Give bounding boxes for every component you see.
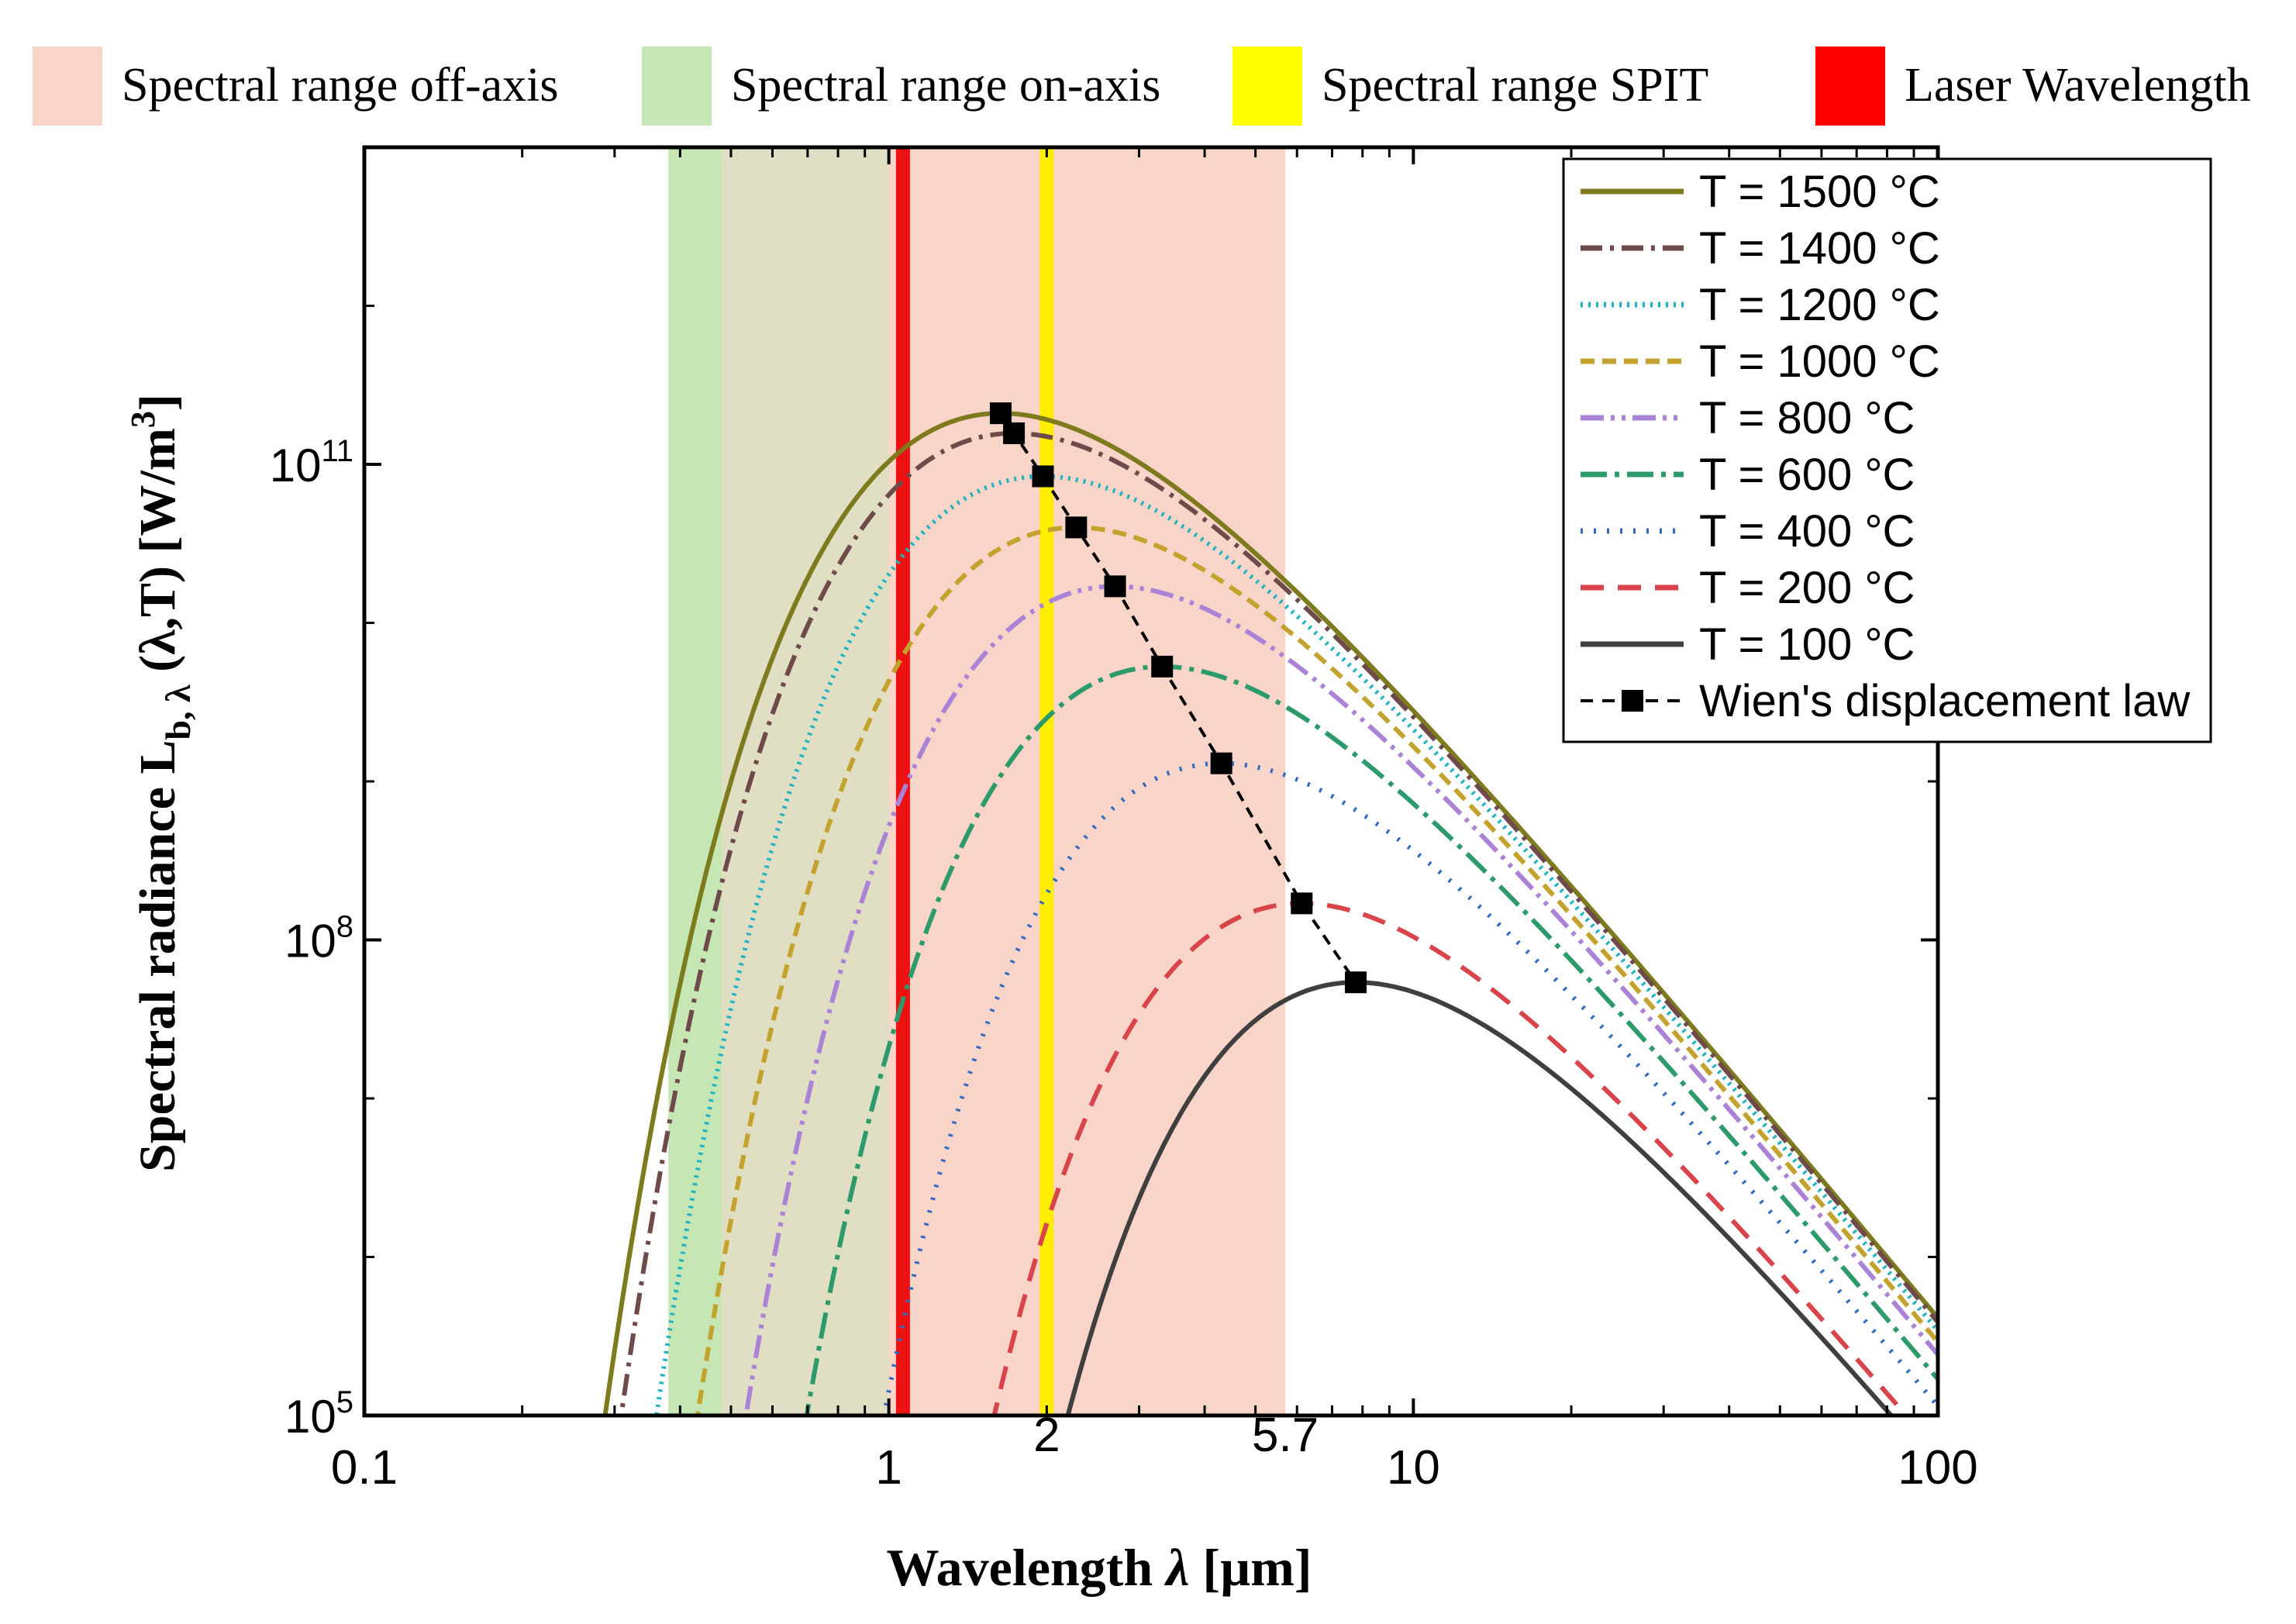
wien-marker-t-800-c <box>1104 575 1126 598</box>
band-laser-wavelength <box>895 147 910 1415</box>
x-tick-label: 0.1 <box>331 1441 398 1495</box>
top-legend-swatch-spectral-range-spit <box>1232 47 1302 126</box>
wien-marker-t-1200-c <box>1032 465 1054 488</box>
curve-t-100-c <box>1065 980 1894 1415</box>
y-axis-label: Spectral radiance Lb, λ (λ,T) [W/m3] <box>124 394 198 1172</box>
top-legend-swatch-laser-wavelength <box>1815 47 1885 126</box>
band-spectral-range-on-axis <box>668 147 722 1415</box>
top-legend-swatch-spectral-range-off-axis <box>33 47 102 126</box>
band-spectral-range-spit <box>1039 147 1054 1415</box>
x-tick-label: 1 <box>875 1441 902 1495</box>
legend-label-t-800-c: T = 800 °C <box>1699 393 1915 443</box>
legend-marker-wien <box>1622 690 1643 712</box>
top-legend-label-spectral-range-off-axis: Spectral range off-axis <box>122 59 559 112</box>
curve-t-1000-c <box>695 525 1938 1415</box>
y-tick-label: 1011 <box>270 434 353 491</box>
radiance-curves <box>602 411 1938 1415</box>
x-extra-label: 5.7 <box>1252 1409 1319 1462</box>
curve-t-1400-c <box>619 430 1938 1415</box>
top-legend-label-spectral-range-on-axis: Spectral range on-axis <box>731 59 1160 112</box>
x-extra-label: 2 <box>1033 1409 1060 1462</box>
top-legend-swatch-spectral-range-on-axis <box>642 47 712 126</box>
wien-marker-t-600-c <box>1151 655 1174 678</box>
curve-t-600-c <box>804 664 1938 1415</box>
axis-ticks: 0.1 1 10 100 2 5.7 105 108 1011 <box>270 146 1978 1495</box>
wien-law-series <box>989 402 1367 994</box>
top-legend-label-spectral-range-spit: Spectral range SPIT <box>1322 59 1708 112</box>
band-spectral-range-on-axis-overlap <box>721 147 889 1415</box>
x-tick-label: 10 <box>1387 1441 1440 1495</box>
wien-marker-t-400-c <box>1210 752 1232 774</box>
y-tick-label: 108 <box>284 910 353 967</box>
legend-label-t-1500-c: T = 1500 °C <box>1699 167 1940 217</box>
legend-label-t-400-c: T = 400 °C <box>1699 506 1915 557</box>
top-legend-label-laser-wavelength: Laser Wavelength <box>1905 59 2251 112</box>
top-legend: Spectral range off-axis Spectral range on… <box>33 47 2251 126</box>
legend-label-t-1400-c: T = 1400 °C <box>1699 223 1940 274</box>
curve-t-200-c <box>991 901 1910 1415</box>
wien-marker-t-100-c <box>1345 971 1367 994</box>
wien-marker-t-200-c <box>1291 892 1313 915</box>
legend-label-t-600-c: T = 600 °C <box>1699 450 1915 500</box>
curve-t-1500-c <box>602 411 1938 1415</box>
wien-marker-t-1400-c <box>1003 422 1026 444</box>
wien-marker-t-1000-c <box>1065 516 1088 539</box>
curve-t-800-c <box>743 584 1938 1415</box>
legend-label-t-1000-c: T = 1000 °C <box>1699 336 1940 387</box>
wien-marker-t-1500-c <box>989 402 1012 425</box>
legend-label-t-100-c: T = 100 °C <box>1699 619 1915 670</box>
x-axis-label: Wavelength λ [µm] <box>886 1538 1312 1597</box>
legend-label-t-1200-c: T = 1200 °C <box>1699 280 1940 330</box>
series-legend: T = 1500 °C T = 1400 °C T = 1200 °C T = 100… <box>1562 157 2212 743</box>
legend-label-wien: Wien's displacement law <box>1699 676 2191 726</box>
spectral-bands <box>668 147 1286 1415</box>
y-tick-label: 105 <box>284 1385 353 1443</box>
x-tick-label: 100 <box>1898 1441 1977 1495</box>
legend-label-t-200-c: T = 200 °C <box>1699 563 1915 613</box>
